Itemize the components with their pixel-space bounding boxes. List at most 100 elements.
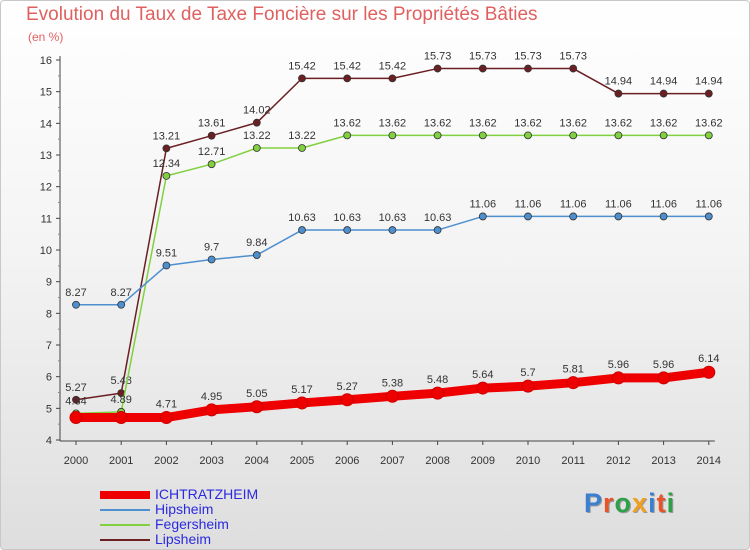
- data-label-ichtratzheim: 5.81: [562, 364, 583, 376]
- x-tick-label: 2001: [109, 455, 133, 467]
- data-point-fegersheim: [569, 131, 578, 140]
- data-label-lipsheim: 15.42: [288, 60, 316, 72]
- data-point-ichtratzheim: [657, 371, 671, 385]
- logo-letter: i: [666, 488, 676, 518]
- data-label-fegersheim: 4.84: [65, 395, 86, 407]
- data-point-ichtratzheim: [340, 393, 354, 407]
- data-label-lipsheim: 15.73: [469, 51, 497, 63]
- data-label-lipsheim: 15.73: [514, 51, 542, 63]
- legend-swatch: [100, 509, 150, 511]
- data-label-ichtratzheim: 5.7: [520, 367, 535, 379]
- data-label-hipsheim: 10.63: [424, 212, 452, 224]
- data-point-lipsheim: [614, 89, 623, 98]
- data-point-ichtratzheim: [69, 411, 83, 425]
- data-point-lipsheim: [704, 89, 713, 98]
- data-label-hipsheim: 10.63: [288, 212, 316, 224]
- data-point-ichtratzheim: [159, 411, 173, 425]
- data-label-hipsheim: 11.06: [560, 198, 587, 210]
- data-label-ichtratzheim: 4.95: [201, 391, 222, 403]
- x-tick-label: 2013: [651, 455, 675, 467]
- data-label-hipsheim: 9.51: [156, 248, 177, 260]
- data-point-hipsheim: [614, 212, 623, 221]
- data-label-lipsheim: 14.02: [243, 105, 271, 117]
- legend-label: ICHTRATZHEIM: [155, 486, 259, 502]
- legend-swatch: [100, 524, 150, 526]
- data-point-hipsheim: [433, 226, 442, 234]
- data-label-hipsheim: 10.63: [379, 212, 407, 224]
- data-point-fegersheim: [433, 131, 442, 140]
- data-point-fegersheim: [207, 160, 216, 169]
- data-label-hipsheim: 8.27: [110, 287, 131, 299]
- data-label-lipsheim: 14.94: [695, 76, 723, 88]
- data-point-ichtratzheim: [205, 403, 219, 417]
- data-label-fegersheim: 13.62: [333, 117, 361, 129]
- data-label-fegersheim: 13.62: [695, 117, 723, 129]
- data-point-hipsheim: [298, 226, 306, 234]
- data-point-lipsheim: [388, 74, 397, 83]
- data-label-fegersheim: 13.62: [650, 117, 678, 129]
- logo-letter: t: [656, 488, 667, 518]
- y-tick-label: 12: [40, 182, 52, 194]
- data-label-lipsheim: 13.61: [198, 118, 226, 130]
- data-point-fegersheim: [343, 131, 352, 140]
- data-label-hipsheim: 11.06: [605, 198, 632, 210]
- data-point-hipsheim: [569, 212, 578, 221]
- data-label-fegersheim: 13.62: [469, 117, 497, 129]
- data-point-fegersheim: [614, 131, 623, 140]
- data-point-fegersheim: [659, 131, 668, 140]
- logo-letter: P: [584, 488, 604, 518]
- data-point-hipsheim: [388, 226, 397, 234]
- legend-swatch: [100, 539, 150, 541]
- x-tick-label: 2014: [697, 455, 721, 467]
- data-point-hipsheim: [478, 212, 487, 221]
- data-label-lipsheim: 15.42: [379, 60, 407, 72]
- data-label-fegersheim: 12.71: [198, 146, 226, 158]
- x-tick-label: 2004: [245, 455, 269, 467]
- data-point-ichtratzheim: [521, 379, 535, 393]
- data-point-lipsheim: [252, 118, 261, 127]
- data-label-ichtratzheim: 5.05: [246, 388, 267, 400]
- chart-subtitle: (en %): [28, 30, 64, 44]
- y-tick-label: 6: [46, 372, 52, 384]
- data-label-hipsheim: 9.84: [246, 237, 267, 249]
- data-label-ichtratzheim: 6.14: [698, 353, 719, 365]
- x-tick-label: 2000: [64, 455, 88, 467]
- data-label-fegersheim: 13.22: [243, 130, 271, 142]
- data-point-hipsheim: [252, 251, 261, 259]
- data-label-lipsheim: 13.21: [153, 130, 181, 142]
- x-tick-label: 2010: [516, 455, 540, 467]
- data-label-hipsheim: 9.7: [204, 242, 219, 254]
- data-label-hipsheim: 11.06: [469, 198, 496, 210]
- x-tick-label: 2011: [561, 455, 585, 467]
- logo-letter: x: [632, 488, 649, 518]
- y-tick-label: 8: [46, 308, 52, 320]
- data-point-ichtratzheim: [250, 400, 264, 414]
- y-tick-label: 9: [46, 277, 52, 289]
- series-line-fegersheim: [75, 134, 710, 415]
- data-point-hipsheim: [162, 261, 171, 270]
- data-point-ichtratzheim: [431, 386, 445, 400]
- x-tick-label: 2006: [335, 455, 359, 467]
- legend-swatch: [100, 491, 150, 499]
- y-tick-label: 14: [40, 118, 52, 130]
- data-point-lipsheim: [343, 74, 352, 83]
- data-label-hipsheim: 11.06: [515, 198, 542, 210]
- y-tick-label: 5: [46, 403, 52, 415]
- data-point-ichtratzheim: [702, 365, 716, 379]
- data-point-hipsheim: [207, 255, 216, 264]
- logo-letter: i: [648, 488, 657, 518]
- data-point-fegersheim: [162, 171, 171, 180]
- data-label-lipsheim: 15.73: [424, 51, 452, 63]
- data-point-lipsheim: [524, 64, 532, 73]
- data-point-lipsheim: [659, 89, 668, 98]
- y-tick-label: 11: [41, 213, 52, 225]
- data-label-hipsheim: 8.27: [65, 287, 86, 299]
- data-point-fegersheim: [388, 131, 397, 140]
- data-label-lipsheim: 15.42: [333, 60, 361, 72]
- data-point-lipsheim: [72, 395, 80, 404]
- x-tick-label: 2007: [380, 455, 404, 467]
- data-label-ichtratzheim: 5.38: [382, 377, 403, 389]
- legend-label: Hipsheim: [155, 501, 214, 517]
